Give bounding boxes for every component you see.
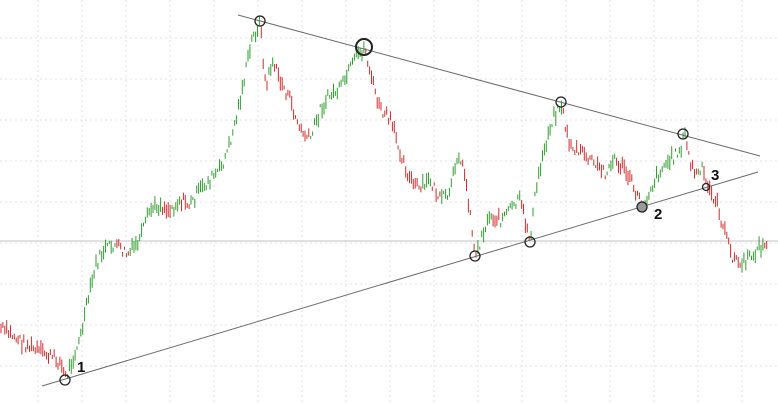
point-label-3: 3 (711, 167, 719, 184)
point-label-2: 2 (654, 206, 662, 223)
trendline-support (41, 171, 759, 387)
pivot-marker (524, 236, 536, 248)
pivot-marker (555, 96, 567, 108)
candlestick-series (0, 15, 768, 379)
pivot-marker (59, 374, 71, 386)
pivot-marker (636, 201, 648, 213)
pivot-marker (701, 182, 711, 192)
pivot-marker (355, 38, 373, 56)
pivot-markers (59, 15, 711, 386)
pivot-marker (254, 15, 266, 27)
trendline-resistance (237, 14, 761, 157)
trendlines (41, 14, 761, 387)
pivot-marker (469, 250, 481, 262)
pivot-marker (677, 128, 689, 140)
point-labels: 1 2 3 (77, 167, 719, 376)
point-label-1: 1 (77, 359, 85, 376)
